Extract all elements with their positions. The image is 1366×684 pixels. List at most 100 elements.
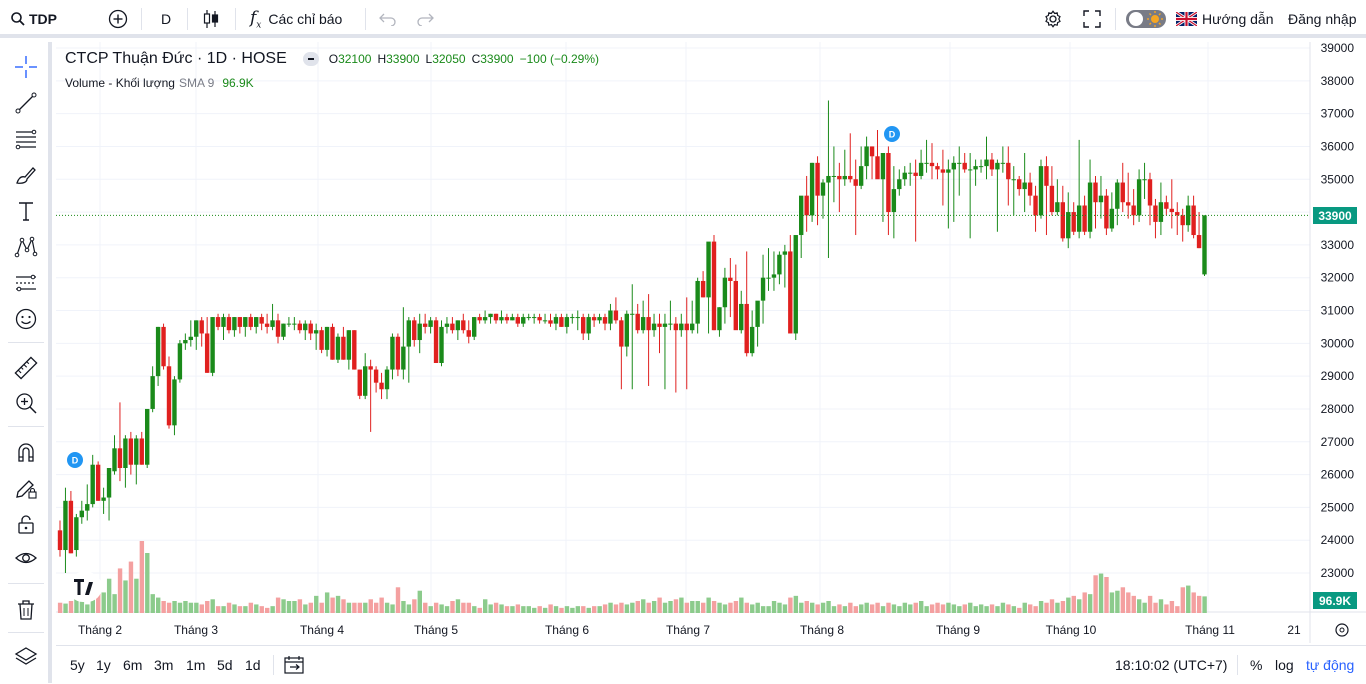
candle-body [662,323,668,327]
icons-tool[interactable] [12,305,40,333]
function-icon: fx [250,7,262,31]
compare-symbol-button[interactable] [108,0,128,38]
clock-display[interactable]: 18:10:02 (UTC+7) [1115,646,1227,684]
crosshair-icon [15,56,37,78]
auto-label: tự động [1306,657,1355,673]
volume-bar [995,606,1000,613]
scale-settings-icon[interactable] [1335,623,1349,637]
brush-tool[interactable] [12,161,40,189]
volume-bar [1186,585,1191,613]
volume-bar [297,599,303,613]
range-6m-button[interactable]: 6m [123,646,142,684]
range-1m-button[interactable]: 1m [186,646,205,684]
candle-body [1066,212,1071,239]
guide-link[interactable]: Hướng dẫn [1176,0,1273,38]
range-3m-button[interactable]: 3m [154,646,173,684]
volume-value: 96.9K [222,76,254,90]
volume-bar [74,589,79,613]
candle-body [1180,215,1185,226]
lock-drawings-tool[interactable] [12,510,40,538]
candle-body [842,175,847,180]
chart-type-button[interactable] [202,0,220,38]
volume-title[interactable]: Volume - Khối lượng [65,76,175,90]
remove-drawings-tool[interactable] [12,596,40,624]
candle-body [368,366,373,370]
candle-body [793,235,798,334]
volume-bar [657,597,662,613]
volume-bar [488,604,493,613]
percent-scale-toggle[interactable]: % [1250,646,1262,684]
hide-drawings-tool[interactable] [12,544,40,572]
candle-body [455,320,461,331]
volume-bar [112,594,117,613]
price-chart[interactable]: 3900038000370003600035000340003300032000… [49,41,1366,643]
open-value: 32100 [338,52,372,66]
candle-body [581,317,586,334]
candle-body [602,317,608,324]
measure-tool[interactable] [12,354,40,382]
toolbar-divider [8,632,44,633]
collapse-legend-button[interactable] [302,52,319,66]
undo-button[interactable] [379,0,397,38]
candle-body [553,317,559,324]
candle-body [237,317,243,327]
candle-body [924,162,929,164]
candle-body [804,195,809,216]
current-volume-label: 96.9K [1313,592,1357,609]
volume-bar [1126,592,1131,613]
volume-bar [90,597,95,613]
volume-bar [1000,602,1006,613]
volume-bar [799,602,804,613]
auto-scale-toggle[interactable]: tự động [1306,646,1354,684]
chart-pane[interactable]: 3900038000370003600035000340003300032000… [49,41,1366,643]
volume-bar [401,601,406,613]
trend-line-tool[interactable] [12,89,40,117]
volume-bar [690,601,695,613]
interval-button[interactable]: D [161,0,171,38]
prediction-tool[interactable] [12,269,40,297]
redo-button[interactable] [416,0,434,38]
candle-body [733,280,738,331]
theme-toggle[interactable] [1125,0,1167,38]
series-title[interactable]: CTCP Thuận Đức · 1D · HOSE [65,50,287,67]
object-tree-tool[interactable] [12,643,40,671]
scale-settings-icon-center [1339,627,1345,633]
candle-body [406,320,411,347]
text-tool[interactable] [12,197,40,225]
range-1d-button[interactable]: 1d [245,646,261,684]
login-button[interactable]: Đăng nhập [1288,0,1357,38]
candle-body [210,317,215,373]
volume-bar [1142,602,1147,613]
change-value: −100 (−0.29%) [519,52,599,66]
indicators-button[interactable]: fx Các chỉ báo [250,0,342,38]
volume-bar [145,553,150,613]
volume-bar [1006,604,1011,613]
fullscreen-button[interactable] [1083,0,1101,38]
range-5d-button[interactable]: 5d [217,646,233,684]
crosshair-tool[interactable] [12,53,40,81]
range-5y-button[interactable]: 5y [70,646,85,684]
volume-bar [717,602,722,613]
pattern-tool[interactable] [12,233,40,261]
range-1y-button[interactable]: 1y [96,646,111,684]
volume-bar [848,602,853,613]
magnet-tool[interactable] [12,438,40,466]
stay-in-drawing-mode-tool[interactable] [12,474,40,502]
candle-body [1142,179,1147,181]
volume-bar [602,604,608,613]
log-scale-toggle[interactable]: log [1275,646,1294,684]
candle-body [1071,212,1076,232]
candle-body [728,277,733,281]
settings-button[interactable] [1043,0,1063,38]
zoom-in-tool[interactable] [12,389,40,417]
calendar-arrow-icon [284,656,304,674]
volume-bar [428,606,433,613]
fib-retracement-tool[interactable] [12,125,40,153]
time-tick-label: 21 [1287,623,1301,637]
candle-body [472,317,477,337]
goto-date-button[interactable] [284,646,306,684]
candle-body [826,175,831,183]
volume-bar [668,601,673,613]
candle-body [1175,212,1180,216]
symbol-search-button[interactable]: TDP [10,0,57,38]
